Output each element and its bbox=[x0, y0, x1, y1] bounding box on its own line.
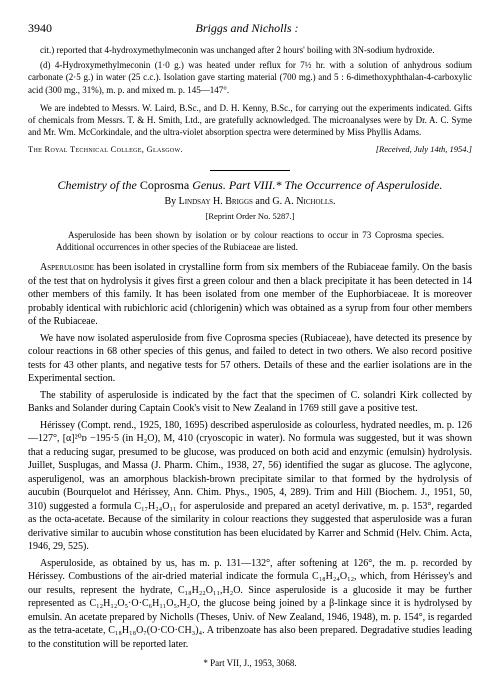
fragment-cit: cit.) reported that 4-hydroxymethylmecon… bbox=[28, 44, 472, 56]
page-header: 3940 Briggs and Nicholls : bbox=[28, 20, 472, 36]
section-divider bbox=[210, 170, 290, 171]
affiliation-row: The Royal Technical College, Glasgow. [R… bbox=[28, 144, 472, 155]
by-prefix: By bbox=[164, 196, 178, 207]
acknowledgements: We are indebted to Messrs. W. Laird, B.S… bbox=[28, 102, 472, 138]
body-para-4: Hérissey (Compt. rend., 1925, 180, 1695)… bbox=[28, 419, 472, 554]
running-title: Briggs and Nicholls : bbox=[52, 20, 442, 36]
body1-text: has been isolated in crystalline form fr… bbox=[28, 262, 472, 327]
received-date: [Received, July 14th, 1954.] bbox=[376, 144, 472, 155]
body-para-3: The stability of asperuloside is indicat… bbox=[28, 389, 472, 416]
title-genus: Coprosma bbox=[140, 178, 189, 192]
abstract: Asperuloside has been shown by isolation… bbox=[56, 229, 444, 253]
title-rest: Genus. Part VIII.* The Occurrence of Asp… bbox=[189, 178, 442, 192]
by-and: and bbox=[253, 196, 272, 207]
page-number: 3940 bbox=[28, 20, 52, 36]
article-title: Chemistry of the Coprosma Genus. Part VI… bbox=[28, 177, 472, 193]
byline: By Lindsay H. Briggs and G. A. Nicholls. bbox=[28, 195, 472, 209]
body-para-5: Asperuloside, as obtained by us, has m. … bbox=[28, 557, 472, 652]
body-para-2: We have now isolated asperuloside from f… bbox=[28, 332, 472, 386]
body-para-1: Asperuloside has been isolated in crysta… bbox=[28, 261, 472, 329]
lead-word: Asperuloside bbox=[40, 262, 94, 273]
footnote: * Part VII, J., 1953, 3068. bbox=[28, 657, 472, 669]
author-1: Lindsay H. Briggs bbox=[179, 196, 253, 207]
title-pre: Chemistry of the bbox=[58, 178, 140, 192]
reprint-order: [Reprint Order No. 5287.] bbox=[28, 211, 472, 222]
author-2: G. A. Nicholls. bbox=[272, 196, 335, 207]
fragment-para-d: (d) 4-Hydroxymethylmeconin (1·0 g.) was … bbox=[28, 59, 472, 95]
affiliation: The Royal Technical College, Glasgow. bbox=[28, 144, 183, 155]
